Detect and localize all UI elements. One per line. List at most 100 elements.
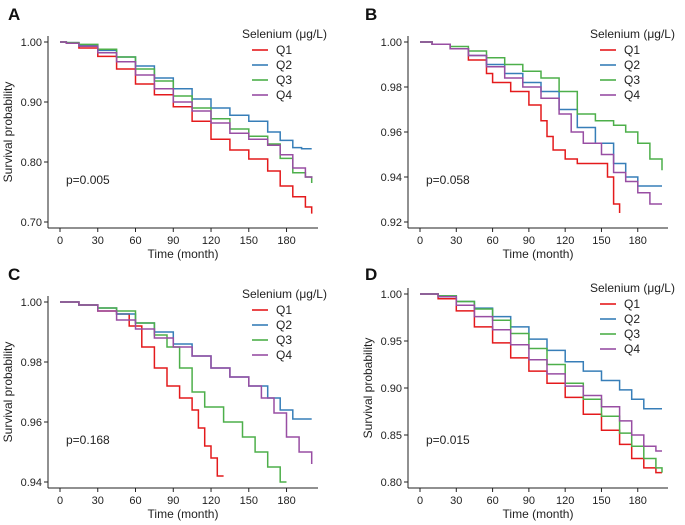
x-tick-label: 90 bbox=[523, 495, 535, 507]
legend-title: Selenium (μg/L) bbox=[242, 287, 327, 301]
p-value: p=0.015 bbox=[426, 433, 470, 447]
x-tick-label: 0 bbox=[57, 495, 63, 507]
p-value: p=0.058 bbox=[426, 173, 470, 187]
legend-label-q4: Q4 bbox=[624, 88, 640, 102]
survival-curve-q4 bbox=[420, 41, 662, 205]
y-axis-title: Survival probability bbox=[361, 338, 375, 439]
x-tick-label: 150 bbox=[240, 495, 258, 507]
y-tick-label: 0.85 bbox=[381, 430, 402, 442]
panel-letter: D bbox=[365, 265, 377, 284]
y-tick-label: 0.80 bbox=[381, 477, 402, 489]
survival-curve-q3 bbox=[60, 301, 287, 483]
legend-label-q3: Q3 bbox=[624, 327, 640, 341]
survival-curve-q3 bbox=[420, 41, 663, 171]
panel-letter: B bbox=[365, 5, 377, 24]
x-tick-label: 30 bbox=[92, 235, 104, 247]
survival-curve-q4 bbox=[60, 301, 313, 464]
legend-label-q3: Q3 bbox=[276, 333, 292, 347]
legend-title: Selenium (μg/L) bbox=[590, 281, 675, 295]
x-tick-label: 150 bbox=[592, 235, 610, 247]
x-axis-title: Time (month) bbox=[503, 247, 574, 261]
survival-curve-q4 bbox=[420, 293, 662, 452]
survival-curve-q4 bbox=[60, 41, 313, 179]
x-axis-title: Time (month) bbox=[148, 507, 219, 521]
x-tick-label: 30 bbox=[450, 495, 462, 507]
y-tick-label: 1.00 bbox=[381, 37, 402, 49]
p-value: p=0.005 bbox=[66, 173, 110, 187]
y-tick-label: 0.92 bbox=[381, 217, 402, 229]
legend-label-q3: Q3 bbox=[624, 73, 640, 87]
y-tick-label: 1.00 bbox=[21, 297, 42, 309]
x-tick-label: 30 bbox=[92, 495, 104, 507]
panel-b: B 0 30 60 90 120 150 180 0.92 0.94 0.96 0.98 1.00 Tim… bbox=[365, 5, 675, 261]
y-axis-title: Survival probability bbox=[1, 82, 15, 183]
y-tick-label: 0.94 bbox=[381, 172, 402, 184]
legend-label-q4: Q4 bbox=[624, 342, 640, 356]
x-tick-label: 60 bbox=[129, 235, 141, 247]
y-axis-title: Survival probability bbox=[1, 342, 15, 443]
legend-label-q1: Q1 bbox=[624, 43, 640, 57]
y-tick-label: 0.90 bbox=[381, 383, 402, 395]
legend-label-q2: Q2 bbox=[624, 312, 640, 326]
x-tick-label: 60 bbox=[129, 495, 141, 507]
x-tick-label: 90 bbox=[523, 235, 535, 247]
y-tick-label: 1.00 bbox=[21, 37, 42, 49]
legend-title: Selenium (μg/L) bbox=[242, 27, 327, 41]
x-tick-label: 150 bbox=[592, 495, 610, 507]
x-tick-label: 180 bbox=[629, 495, 647, 507]
panel-letter: A bbox=[8, 5, 20, 24]
legend-label-q3: Q3 bbox=[276, 73, 292, 87]
legend-label-q2: Q2 bbox=[276, 58, 292, 72]
y-tick-label: 1.00 bbox=[381, 289, 402, 301]
x-tick-label: 30 bbox=[450, 235, 462, 247]
panel-a: A 0 30 60 90 120 150 180 0.70 0.80 0.90 1.00 Time (m… bbox=[1, 5, 327, 261]
legend-label-q2: Q2 bbox=[276, 318, 292, 332]
x-axis-title: Time (month) bbox=[503, 507, 574, 521]
y-tick-label: 0.96 bbox=[21, 417, 42, 429]
y-tick-label: 0.94 bbox=[21, 477, 42, 489]
survival-curve-q3 bbox=[60, 41, 313, 183]
survival-curve-q1 bbox=[60, 301, 224, 477]
y-tick-label: 0.98 bbox=[381, 82, 402, 94]
x-tick-label: 150 bbox=[240, 235, 258, 247]
x-axis-title: Time (month) bbox=[148, 247, 219, 261]
x-tick-label: 180 bbox=[277, 235, 295, 247]
x-tick-label: 120 bbox=[202, 495, 220, 507]
legend-label-q2: Q2 bbox=[624, 58, 640, 72]
legend-label-q1: Q1 bbox=[276, 43, 292, 57]
y-tick-label: 0.80 bbox=[21, 157, 42, 169]
x-tick-label: 60 bbox=[486, 235, 498, 247]
panel-d: D 0 30 60 90 120 150 180 0.80 0.85 0.90 0.95 1.00 Tim… bbox=[361, 265, 675, 521]
panel-letter: C bbox=[8, 265, 20, 284]
legend-label-q1: Q1 bbox=[624, 297, 640, 311]
p-value: p=0.168 bbox=[66, 433, 110, 447]
y-tick-label: 0.90 bbox=[21, 97, 42, 109]
legend-label-q4: Q4 bbox=[276, 88, 292, 102]
legend-label-q4: Q4 bbox=[276, 348, 292, 362]
x-tick-label: 0 bbox=[417, 495, 423, 507]
x-tick-label: 120 bbox=[556, 495, 574, 507]
x-tick-label: 0 bbox=[57, 235, 63, 247]
y-tick-label: 0.95 bbox=[381, 336, 402, 348]
y-tick-label: 0.98 bbox=[21, 357, 42, 369]
x-tick-label: 60 bbox=[486, 495, 498, 507]
x-tick-label: 180 bbox=[277, 495, 295, 507]
x-tick-label: 180 bbox=[629, 235, 647, 247]
y-tick-label: 0.96 bbox=[381, 127, 402, 139]
legend-title: Selenium (μg/L) bbox=[590, 27, 675, 41]
x-tick-label: 120 bbox=[556, 235, 574, 247]
x-tick-label: 90 bbox=[167, 235, 179, 247]
panel-c: C 0 30 60 90 120 150 180 0.94 0.96 0.98 1.00 Time (m… bbox=[1, 265, 327, 521]
survival-curve-q1 bbox=[420, 293, 662, 474]
x-tick-label: 120 bbox=[202, 235, 220, 247]
survival-curve-q1 bbox=[60, 41, 313, 214]
legend-label-q1: Q1 bbox=[276, 303, 292, 317]
y-tick-label: 0.70 bbox=[21, 217, 42, 229]
x-tick-label: 90 bbox=[167, 495, 179, 507]
x-tick-label: 0 bbox=[417, 235, 423, 247]
